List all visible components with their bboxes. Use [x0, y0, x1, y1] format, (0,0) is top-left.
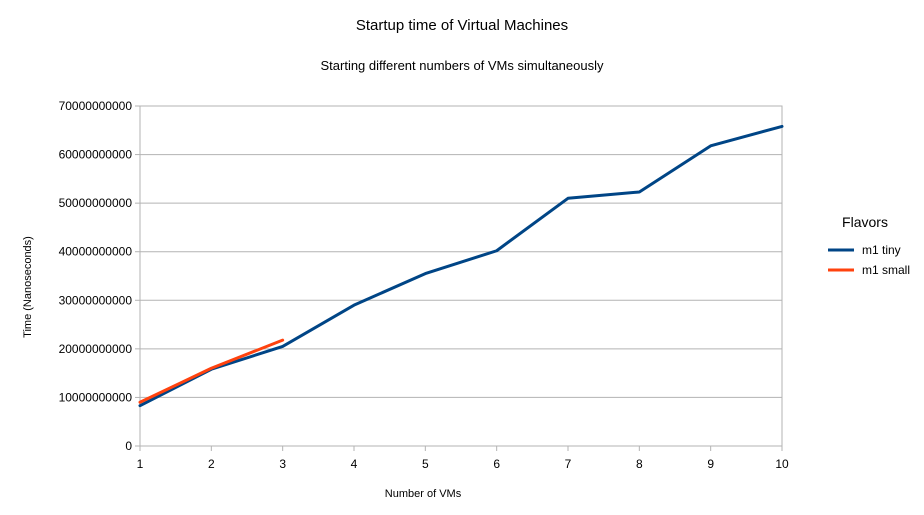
series-lines: [138, 124, 784, 408]
legend-label-m1-small: m1 small: [862, 263, 910, 277]
x-axis-label: Number of VMs: [385, 488, 462, 500]
chart-subtitle: Starting different numbers of VMs simult…: [320, 58, 604, 73]
plot-area-frame: [139, 105, 783, 447]
x-tick-label: 3: [279, 457, 286, 471]
x-tick-label: 1: [137, 457, 144, 471]
axes: 0 10000000000 20000000000 30000000000 400000…: [59, 99, 789, 471]
y-axis-label: Time (Nanoseconds): [22, 236, 34, 338]
x-tick-label: 2: [208, 457, 215, 471]
x-tick-label: 8: [636, 457, 643, 471]
x-tick-label: 10: [775, 457, 789, 471]
x-tick-label: 6: [493, 457, 500, 471]
x-tick-label: 9: [707, 457, 714, 471]
x-tick-label: 4: [351, 457, 358, 471]
legend-title: Flavors: [842, 214, 888, 230]
y-tick-label: 60000000000: [59, 148, 133, 162]
legend-label-m1-tiny: m1 tiny: [862, 243, 901, 257]
series-line-m1-tiny: [138, 124, 784, 408]
y-tick-label: 0: [125, 439, 132, 453]
y-tick-label: 40000000000: [59, 245, 133, 259]
legend: Flavors m1 tiny m1 small: [828, 214, 910, 277]
legend-items: m1 tiny m1 small: [828, 243, 910, 277]
series-line-m1-small: [138, 338, 285, 404]
x-tick-label: 7: [565, 457, 572, 471]
y-tick-label: 50000000000: [59, 196, 133, 210]
gridlines: [140, 105, 782, 447]
x-tick-label: 5: [422, 457, 429, 471]
chart-title: Startup time of Virtual Machines: [356, 17, 568, 34]
y-tick-label: 20000000000: [59, 342, 133, 356]
y-tick-label: 70000000000: [59, 99, 133, 113]
y-tick-label: 30000000000: [59, 293, 133, 307]
y-tick-label: 10000000000: [59, 390, 133, 404]
